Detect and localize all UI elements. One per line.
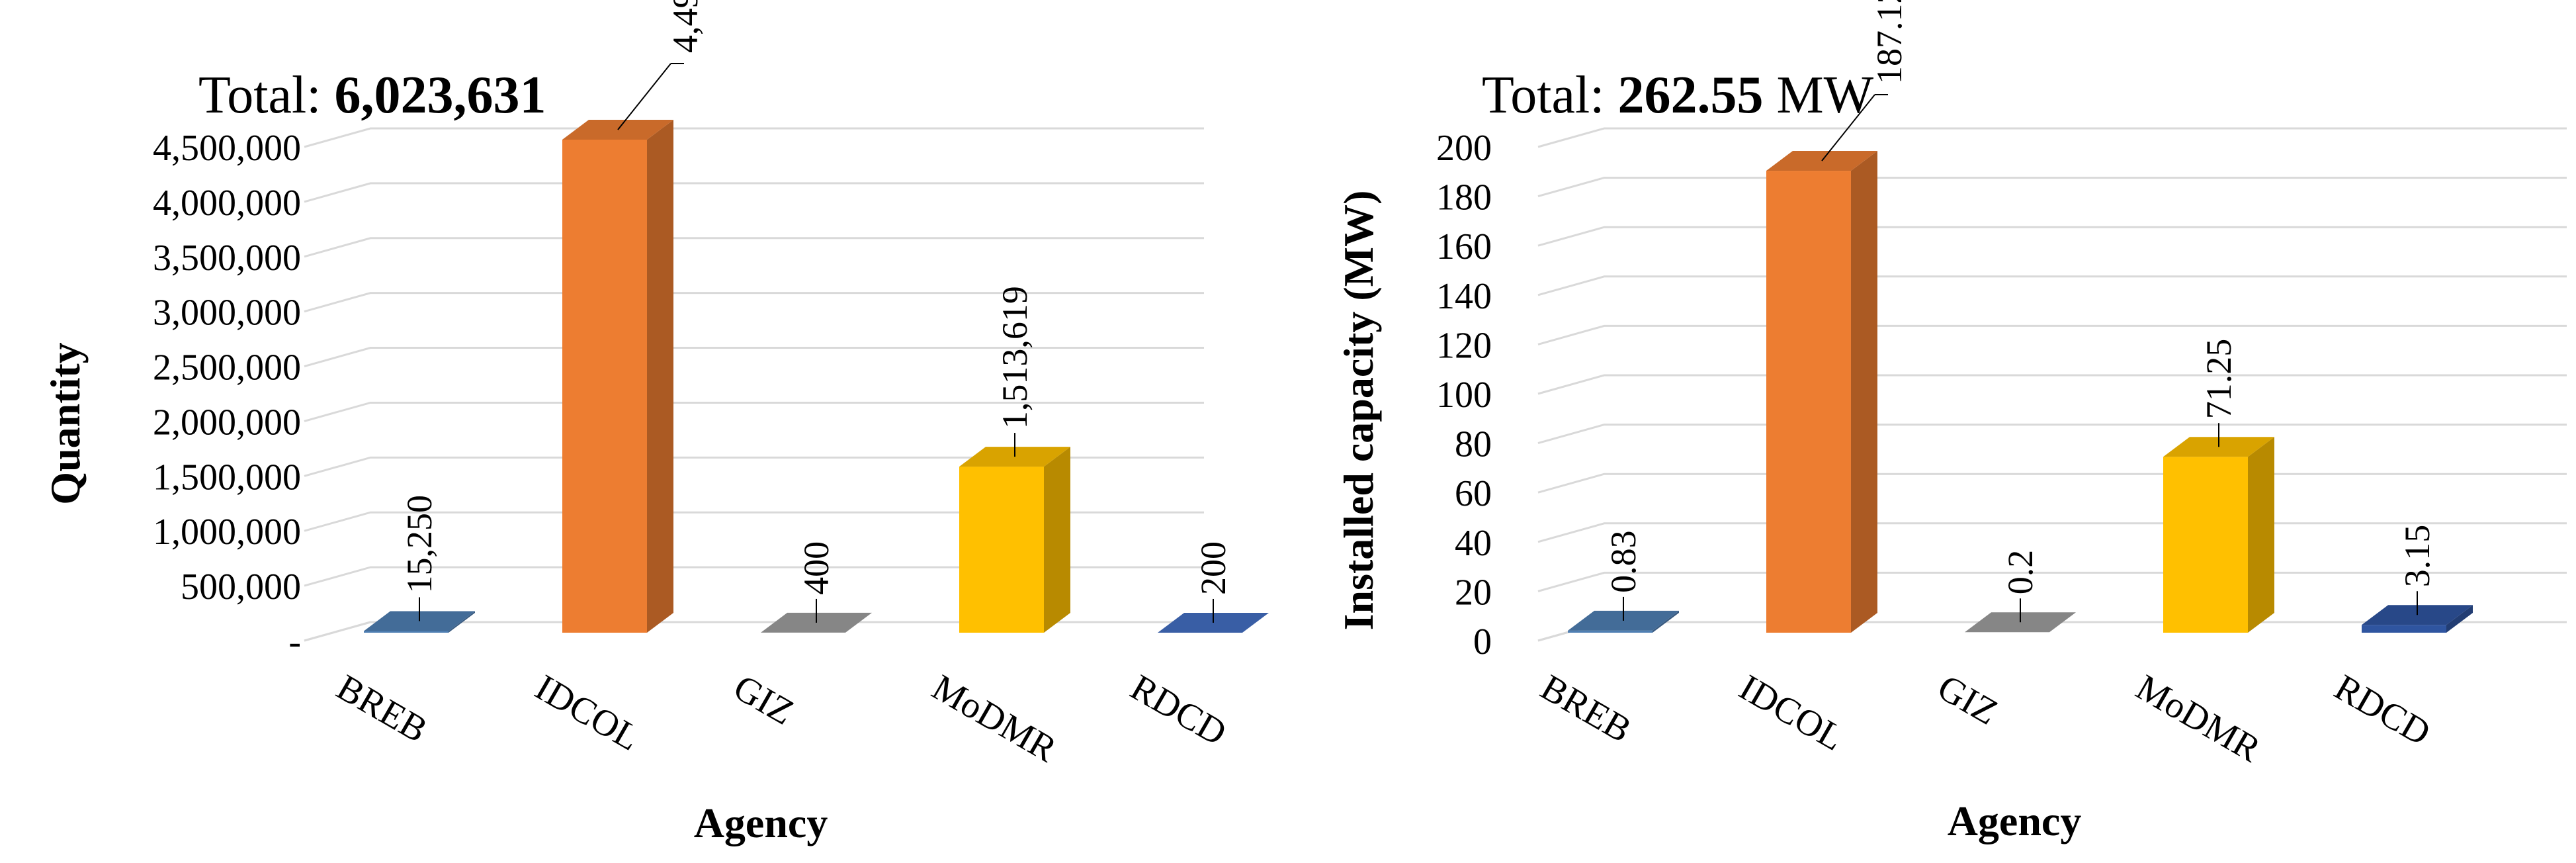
- data-label: 400: [796, 541, 836, 595]
- bar-side-face: [1851, 151, 1877, 633]
- data-label: 71.25: [2199, 339, 2239, 420]
- gridline: [304, 566, 1204, 587]
- bar-side-face: [2248, 437, 2274, 633]
- gridline: [304, 347, 1204, 368]
- y-tick-label: 2,000,000: [153, 402, 301, 443]
- bar-front-face: [562, 139, 647, 633]
- gridline: [304, 511, 1204, 532]
- x-tick-label: RDCD: [1124, 667, 1234, 754]
- bar-modmr: [959, 447, 1070, 633]
- gridline: [1537, 473, 2567, 494]
- x-tick-label: GIZ: [727, 667, 801, 733]
- y-tick-label: 500,000: [181, 567, 301, 608]
- x-tick-label: GIZ: [1931, 667, 2005, 733]
- data-label: 200: [1193, 541, 1233, 595]
- y-tick-label: 20: [1455, 572, 1492, 613]
- bar-side-face: [1653, 610, 1679, 633]
- quantity-chart: Total: 6,023,631 - 500,000 1,000,000 1,500,…: [42, 0, 1269, 846]
- y-tick-label: 4,500,000: [153, 128, 301, 169]
- gridline: [1537, 275, 2567, 296]
- bar-modmr: [2163, 437, 2274, 633]
- bar-front-face: [1568, 630, 1653, 633]
- bar-front-face: [1766, 171, 1851, 633]
- leader-line: [617, 63, 671, 130]
- capacity-chart: Total: 262.55 MW 0 20 40 60 80 100 120 140 160 18…: [1335, 0, 2567, 844]
- y-tick-label: 140: [1436, 276, 1492, 317]
- bar-side-face: [449, 611, 475, 633]
- data-label: 3.15: [2397, 525, 2437, 588]
- y-axis-label: Installed capacity (MW): [1335, 191, 1382, 631]
- y-tick-label: 4,000,000: [153, 183, 301, 224]
- x-tick-label: RDCD: [2328, 667, 2438, 754]
- y-tick-label: 3,000,000: [153, 293, 301, 334]
- x-tick-label: IDCOL: [1733, 667, 1851, 759]
- x-axis-label: Agency: [694, 799, 828, 846]
- bar-side-face: [647, 119, 673, 633]
- data-label: 15,250: [400, 495, 439, 594]
- y-tick-label: 40: [1455, 523, 1492, 564]
- gridline: [304, 127, 1204, 148]
- bar-front-face: [959, 467, 1044, 633]
- x-tick-label: IDCOL: [529, 667, 647, 759]
- x-tick-label: MoDMR: [925, 667, 1064, 771]
- gridline: [304, 292, 1204, 313]
- x-tick-label: BREB: [1534, 667, 1639, 751]
- bar-side-face: [2446, 605, 2473, 633]
- data-label: 187.12: [1869, 0, 1909, 84]
- y-tick-label: -: [288, 621, 301, 662]
- floor-line: [304, 621, 371, 642]
- data-label: 0.2: [2000, 550, 2040, 595]
- y-tick-label: 100: [1436, 375, 1492, 416]
- bar-idcol: [1766, 151, 1877, 633]
- data-label: 1,513,619: [995, 286, 1035, 429]
- x-tick-label: MoDMR: [2129, 667, 2268, 771]
- y-tick-label: 120: [1436, 325, 1492, 366]
- gridline: [304, 456, 1204, 477]
- bar-idcol: [562, 119, 673, 633]
- gridline: [1537, 424, 2567, 445]
- chart-title: Total: 262.55 MW: [1482, 66, 1874, 124]
- y-tick-label: 60: [1455, 473, 1492, 514]
- x-axis-label: Agency: [1948, 797, 2082, 844]
- gridline: [304, 182, 1204, 203]
- data-label: 0.83: [1604, 530, 1643, 593]
- y-tick-label: 80: [1455, 424, 1492, 465]
- gridline: [1537, 177, 2567, 198]
- leader-line: [1821, 94, 1875, 161]
- y-tick-label: 200: [1436, 128, 1492, 169]
- gridline: [1537, 127, 2567, 148]
- gridline: [304, 237, 1204, 258]
- y-tick-label: 1,000,000: [153, 512, 301, 553]
- y-tick-label: 0: [1473, 621, 1492, 662]
- y-tick-label: 2,500,000: [153, 347, 301, 388]
- data-label: 4,494,162: [665, 0, 705, 53]
- y-tick-label: 160: [1436, 226, 1492, 267]
- gridline: [1537, 226, 2567, 247]
- chart-title: Total: 6,023,631: [198, 66, 546, 124]
- gridline: [1537, 374, 2567, 395]
- x-tick-label: BREB: [330, 667, 435, 751]
- y-axis-label: Quantity: [42, 342, 89, 504]
- y-tick-label: 1,500,000: [153, 457, 301, 498]
- bar-side-face: [1044, 447, 1070, 633]
- gridline: [1537, 324, 2567, 345]
- bar-front-face: [2362, 625, 2446, 633]
- bar-front-face: [364, 631, 449, 633]
- bar-front-face: [2163, 457, 2248, 633]
- y-tick-label: 180: [1436, 177, 1492, 218]
- gridline: [304, 401, 1204, 422]
- y-tick-label: 3,500,000: [153, 238, 301, 279]
